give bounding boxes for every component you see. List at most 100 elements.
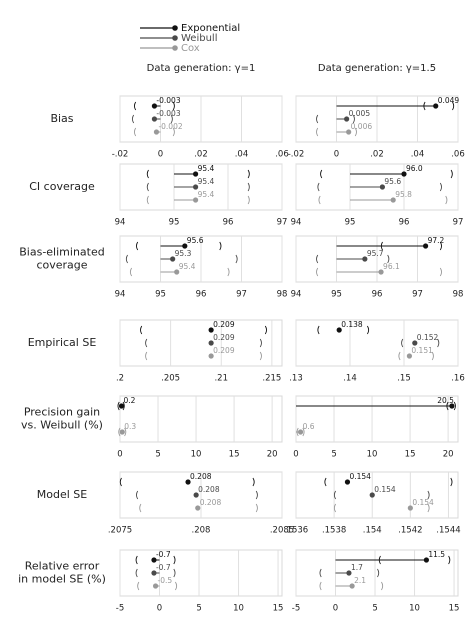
panel-box <box>119 319 283 367</box>
legend-dot <box>172 25 178 31</box>
point <box>193 492 199 498</box>
value-label: -0.7 <box>156 550 171 559</box>
point <box>151 570 157 576</box>
ci-upper <box>252 477 255 487</box>
x-tick-label: -.02 <box>112 150 129 160</box>
point <box>379 184 385 190</box>
value-label: -0.002 <box>158 122 182 131</box>
x-tick-label: .205 <box>161 374 180 384</box>
ci-lower <box>125 254 128 264</box>
value-label: 0.006 <box>351 122 373 131</box>
value-label: 0.151 <box>411 346 433 355</box>
value-label: 0.152 <box>417 333 439 342</box>
x-tick-label: .2 <box>116 374 124 384</box>
x-tick-label: 20 <box>443 450 454 460</box>
ci-lower <box>316 114 319 124</box>
ci-upper <box>175 581 178 591</box>
value-label: 0.6 <box>303 422 315 431</box>
ci-upper <box>452 101 455 111</box>
x-tick-label: 15 <box>273 604 284 614</box>
ci-upper <box>439 241 442 251</box>
point <box>152 583 159 589</box>
x-tick-label: 94 <box>291 218 302 228</box>
ci-upper <box>381 581 384 591</box>
ci-upper <box>173 568 176 578</box>
x-tick-label: 97 <box>277 218 288 228</box>
ci-upper <box>367 325 370 335</box>
value-label: 95.6 <box>187 236 204 245</box>
ci-upper <box>219 241 222 251</box>
value-label: 95.4 <box>179 262 196 271</box>
row-label: vs. Weibull (%) <box>21 419 103 432</box>
point <box>151 557 157 563</box>
ci-upper <box>302 427 305 437</box>
row-label: Bias-eliminated <box>19 246 104 259</box>
x-tick-label: 98 <box>277 290 288 300</box>
ci-lower <box>324 477 327 487</box>
ci-lower <box>317 182 320 192</box>
x-tick-label: 15 <box>229 450 240 460</box>
ci-upper <box>352 114 355 124</box>
x-tick-label: 94 <box>115 290 126 300</box>
column-title: Data generation: γ=1 <box>147 63 256 74</box>
x-tick-label: .208 <box>192 526 211 536</box>
ci-upper <box>439 267 442 277</box>
ci-lower <box>333 490 337 500</box>
ci-lower <box>133 101 137 111</box>
ci-lower <box>133 127 137 137</box>
ci-upper <box>437 338 440 348</box>
value-label: -0.5 <box>158 576 173 585</box>
point <box>423 243 429 249</box>
ci-upper <box>255 490 258 500</box>
x-tick-label: .16 <box>451 374 465 384</box>
x-tick-label: 0 <box>158 150 163 160</box>
value-label: 0.209 <box>213 333 235 342</box>
row-label: Empirical SE <box>28 336 97 349</box>
x-tick-label: 96 <box>223 218 234 228</box>
ci-upper <box>387 254 390 264</box>
x-tick-label: 95 <box>345 218 356 228</box>
legend-dot <box>172 45 178 51</box>
ci-lower <box>423 101 426 111</box>
x-tick-label: -5 <box>116 604 124 614</box>
ci-lower <box>140 325 143 335</box>
ci-lower <box>378 555 381 565</box>
ci-upper <box>450 477 453 487</box>
row-label: coverage <box>36 259 87 272</box>
legend-label: Cox <box>181 43 200 54</box>
value-label: 0.209 <box>213 346 235 355</box>
x-tick-label: 97 <box>453 218 464 228</box>
point <box>344 116 350 122</box>
x-tick-label: .2075 <box>108 526 132 536</box>
x-tick-label: 94 <box>291 290 302 300</box>
point <box>195 505 201 511</box>
value-label: 0.154 <box>412 498 434 507</box>
ci-lower <box>139 503 142 513</box>
ci-upper <box>264 325 268 335</box>
x-tick-label: 10 <box>409 604 420 614</box>
x-tick-label: .04 <box>411 150 425 160</box>
x-tick-label: .2085 <box>270 526 294 536</box>
ci-lower <box>145 338 148 348</box>
x-tick-label: 95 <box>169 218 180 228</box>
point <box>182 243 188 249</box>
x-tick-label: 96 <box>372 290 383 300</box>
value-label: 0.154 <box>374 485 396 494</box>
value-label: 1.7 <box>351 563 363 572</box>
ci-upper <box>235 254 238 264</box>
x-tick-label: .1538 <box>322 526 346 536</box>
point <box>193 171 199 177</box>
value-label: 0.208 <box>198 485 220 494</box>
point <box>185 479 191 485</box>
ci-upper <box>259 338 262 348</box>
x-tick-label: .14 <box>343 374 357 384</box>
ci-lower <box>316 254 319 264</box>
x-tick-label: 0 <box>293 450 298 460</box>
point <box>349 583 355 589</box>
value-label: 97.2 <box>428 236 445 245</box>
point <box>208 327 214 333</box>
value-label: 95.4 <box>198 177 215 186</box>
value-label: 95.7 <box>367 249 384 258</box>
value-label: 0.2 <box>124 396 136 405</box>
x-tick-label: .1536 <box>284 526 308 536</box>
